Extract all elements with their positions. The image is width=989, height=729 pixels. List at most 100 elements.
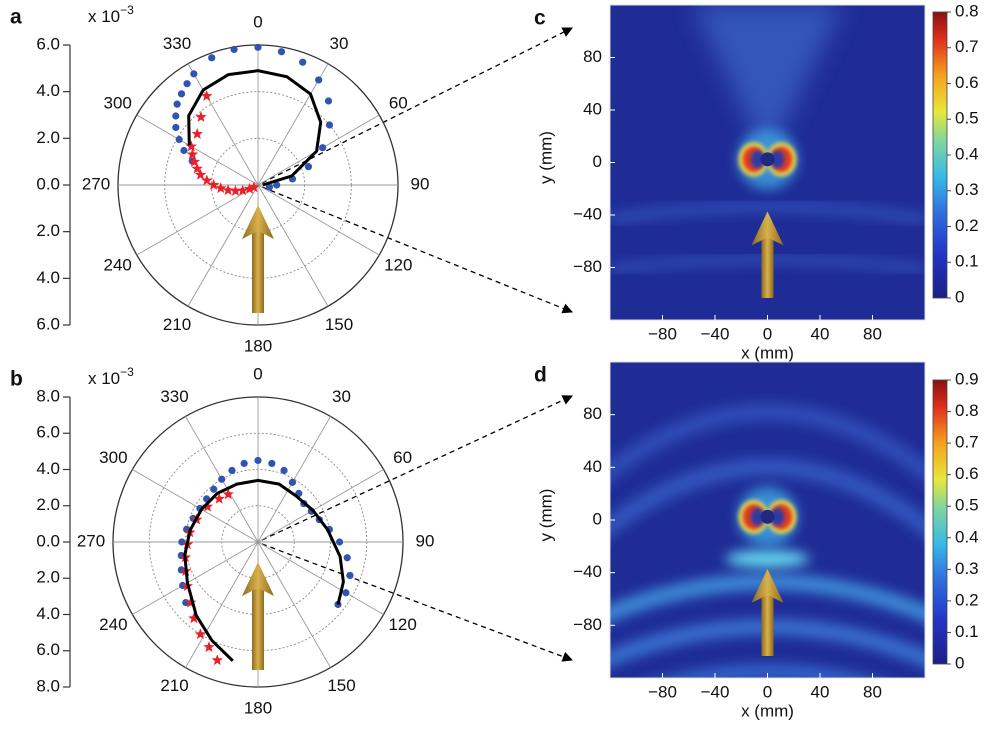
incident-arrow-head (751, 211, 784, 246)
colorbar-tick-label: 0.8 (955, 1, 979, 20)
hotspot (770, 150, 785, 169)
dashed-arrow (261, 27, 573, 184)
colorbar-tick-label: 0.5 (955, 496, 979, 515)
incident-arrow-head (242, 205, 274, 239)
x-tick-label: −80 (648, 682, 677, 701)
angle-tick-label: 330 (163, 34, 191, 53)
field-image (610, 5, 925, 320)
dot-marker (280, 466, 288, 475)
dot-marker (179, 581, 187, 590)
grid-spoke (132, 469, 259, 543)
connector-arrows (261, 27, 573, 662)
radial-tick-label: 6.0 (36, 34, 60, 53)
x-tick-label: 0 (763, 682, 772, 701)
dot-marker (342, 589, 350, 597)
star-marker (215, 182, 227, 194)
star-marker (222, 488, 234, 500)
star-marker (194, 628, 207, 640)
angle-tick-label: 0 (253, 12, 262, 31)
radial-tick-label: 6.0 (36, 423, 60, 442)
radial-tick-label: 4.0 (36, 268, 60, 287)
dot-marker (183, 80, 191, 88)
colorbar-tick-label: 0.4 (955, 527, 979, 546)
dot-marker (173, 100, 181, 108)
angle-tick-label: 270 (77, 531, 105, 550)
radial-tick-label: 0.0 (36, 531, 60, 550)
dashed-arrow (261, 543, 573, 662)
panel-label: c (534, 7, 546, 30)
angle-tick-label: 300 (104, 93, 132, 112)
panel-label: a (10, 6, 22, 29)
star-marker (201, 174, 213, 186)
dot-marker (240, 459, 248, 468)
colorbar-tick-label: 0 (955, 287, 964, 306)
y-tick-label: −80 (573, 615, 602, 634)
star-marker (222, 184, 234, 196)
angle-tick-label: 0 (253, 364, 262, 383)
star-marker (186, 148, 199, 160)
field-image (610, 362, 925, 678)
angle-tick-label: 60 (389, 93, 408, 112)
star-marker (248, 181, 260, 193)
x-axis-label: x (mm) (741, 343, 794, 362)
angle-tick-label: 240 (99, 615, 127, 634)
dot-marker (210, 485, 218, 493)
colorbar-tick-label: 0.3 (955, 559, 979, 578)
dot-marker (175, 135, 183, 144)
angle-tick-label: 240 (104, 255, 132, 274)
dot-marker (228, 466, 236, 475)
star-marker (184, 596, 197, 608)
field-band (610, 201, 925, 225)
star-marker (195, 111, 207, 122)
radial-tick-label: 8.0 (36, 676, 60, 695)
y-tick-label: 80 (583, 47, 602, 66)
field-band (725, 549, 810, 568)
field-band (610, 403, 925, 483)
colorbar-tick-label: 0.2 (955, 590, 979, 609)
colorbar-tick-label: 0.7 (955, 433, 979, 452)
y-tick-label: −40 (573, 204, 602, 223)
colorbar-tick-label: 0 (955, 653, 964, 672)
grid-spoke (257, 63, 329, 186)
incident-arrow-head (242, 562, 274, 596)
grid-spoke (257, 541, 331, 668)
incident-arrow-shaft (252, 588, 264, 670)
colorbar-tick-label: 0.8 (955, 401, 979, 420)
dot-marker (299, 58, 307, 66)
star-marker (203, 641, 215, 652)
angle-tick-label: 330 (160, 387, 188, 406)
data-line (187, 69, 323, 187)
angle-tick-label: 150 (325, 315, 353, 334)
star-marker (236, 184, 249, 196)
y-tick-label: 80 (583, 404, 602, 423)
grid-spoke (187, 63, 259, 186)
incident-arrow-shaft (761, 594, 774, 656)
colorbar-tick-label: 0.6 (955, 464, 979, 483)
data-line (183, 478, 345, 662)
star-marker (201, 500, 214, 512)
dot-marker (172, 123, 180, 132)
hotspot (750, 507, 765, 526)
incident-arrow-head (751, 568, 784, 603)
unit-exponent: −3 (120, 365, 134, 379)
colorbar-tick-label: 0.1 (955, 252, 979, 271)
star-marker (208, 179, 220, 190)
colorbar-tick-label: 0.5 (955, 109, 979, 128)
hotspot (750, 150, 765, 169)
x-tick-label: 40 (811, 682, 830, 701)
x-tick-label: −40 (701, 324, 730, 343)
dot-marker (177, 90, 186, 98)
polar-panel: b x 10−3 8.0 6.0 4.0 2.0 0.0 2.0 4.0 6.0 8.0 0 30 60 9… (10, 364, 434, 717)
colorbar-tick-label: 0.7 (955, 37, 979, 56)
star-marker (194, 168, 207, 180)
radial-tick-label: 2.0 (36, 568, 60, 587)
unit-exponent: −3 (120, 3, 134, 17)
incident-arrow-shaft (252, 231, 264, 313)
x-tick-label: −40 (701, 682, 730, 701)
angle-tick-label: 120 (384, 255, 412, 274)
dot-marker (254, 43, 262, 51)
y-tick-label: 40 (583, 457, 602, 476)
angle-tick-label: 210 (160, 676, 188, 695)
hotspot-center (760, 152, 775, 167)
angle-tick-label: 300 (99, 448, 127, 467)
